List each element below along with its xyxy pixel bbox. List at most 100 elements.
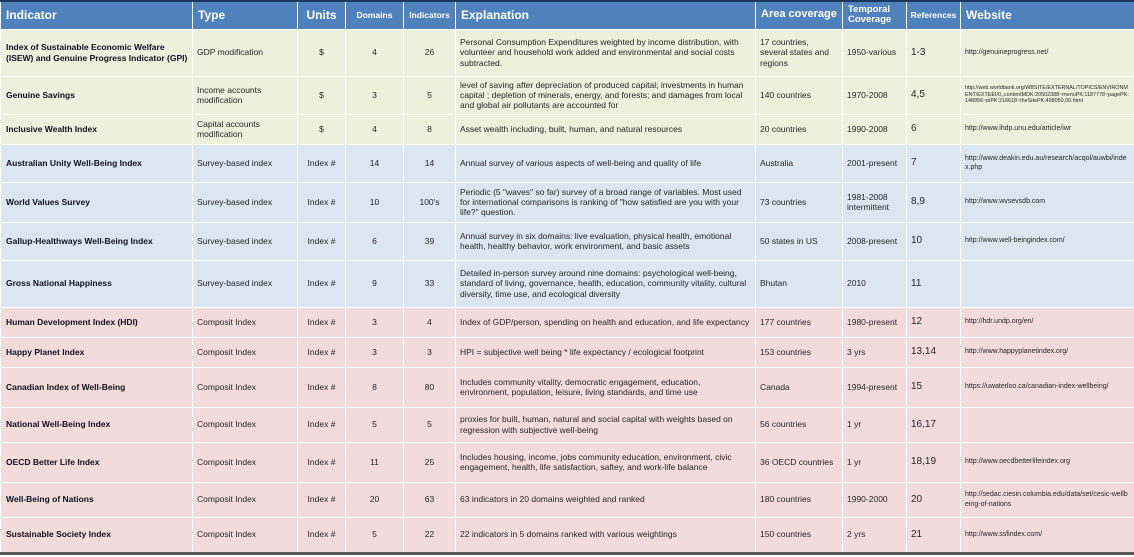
cell-website[interactable]: http://sedac.ciesin.columbia.edu/data/se… <box>960 481 1134 518</box>
table-row: OECD Better Life Index Composit Index Inde… <box>0 441 1134 483</box>
cell-indicators: 100's <box>403 181 456 223</box>
cell-domains: 8 <box>345 366 404 408</box>
cell-temporal: 1981-2008 intermittent <box>842 181 907 223</box>
cell-units: $ <box>297 113 346 145</box>
cell-website[interactable]: http://web.worldbank.org/WBSITE/EXTERNAL… <box>960 75 1134 115</box>
cell-temporal: 3 yrs <box>842 336 907 368</box>
cell-area: 177 countries <box>755 306 843 338</box>
cell-explanation: Annual survey of various aspects of well… <box>455 143 756 183</box>
table-row: Sustainable Society Index Composit Index I… <box>0 516 1134 554</box>
cell-website[interactable]: http://www.wvsevsdb.com <box>960 181 1134 223</box>
cell-area: 50 states in US <box>755 221 843 261</box>
cell-website <box>960 259 1134 308</box>
cell-area: 150 countries <box>755 516 843 554</box>
cell-website[interactable]: http://www.happyplanetindex.org/ <box>960 336 1134 368</box>
cell-indicator: Genuine Savings <box>0 75 193 115</box>
table-row: Gross National Happiness Survey-based ind… <box>0 259 1134 308</box>
cell-units: Index # <box>297 221 346 261</box>
column-header-temporal: Temporal Coverage <box>842 0 907 30</box>
cell-explanation: Includes housing, income, jobs community… <box>455 441 756 483</box>
cell-temporal: 1950-various <box>842 28 907 77</box>
cell-website[interactable]: http://hdr.undp.org/en/ <box>960 306 1134 338</box>
cell-website[interactable]: https://uwaterloo.ca/canadian-index-well… <box>960 366 1134 408</box>
cell-indicators: 39 <box>403 221 456 261</box>
column-header-references: References <box>906 0 961 30</box>
column-header-units: Units <box>297 0 346 30</box>
cell-indicator: Happy Planet Index <box>0 336 193 368</box>
cell-explanation: 22 indicators in 5 domains ranked with v… <box>455 516 756 554</box>
cell-units: $ <box>297 75 346 115</box>
cell-domains: 10 <box>345 181 404 223</box>
cell-type: Composit Index <box>192 516 298 554</box>
cell-domains: 3 <box>345 336 404 368</box>
cell-website[interactable]: http://www.ssfindex.com/ <box>960 516 1134 554</box>
cell-references: 16,17 <box>906 406 961 443</box>
cell-indicators: 80 <box>403 366 456 408</box>
cell-domains: 9 <box>345 259 404 308</box>
cell-website[interactable]: http://www.ihdp.unu.edu/article/iwr <box>960 113 1134 145</box>
cell-website[interactable]: http://www.oecdbetterlifeindex.org <box>960 441 1134 483</box>
cell-website[interactable]: http://www.well-beingindex.com/ <box>960 221 1134 261</box>
cell-domains: 14 <box>345 143 404 183</box>
cell-domains: 5 <box>345 406 404 443</box>
cell-domains: 4 <box>345 113 404 145</box>
cell-temporal: 2 yrs <box>842 516 907 554</box>
cell-indicator: Sustainable Society Index <box>0 516 193 554</box>
cell-references: 15 <box>906 366 961 408</box>
cell-website <box>960 406 1134 443</box>
cell-indicators: 5 <box>403 406 456 443</box>
column-header-indicator: Indicator <box>0 0 193 30</box>
table-row: Happy Planet Index Composit Index Index #3… <box>0 336 1134 368</box>
column-header-website: Website <box>960 0 1134 30</box>
cell-area: 17 countries, several states and regions <box>755 28 843 77</box>
cell-units: Index # <box>297 259 346 308</box>
table-row: Inclusive Wealth Index Capital accounts m… <box>0 113 1134 145</box>
table-row: Human Development Index (HDI) Composit In… <box>0 306 1134 338</box>
cell-indicators: 25 <box>403 441 456 483</box>
cell-temporal: 2001-present <box>842 143 907 183</box>
cell-area: 73 countries <box>755 181 843 223</box>
cell-type: GDP modification <box>192 28 298 77</box>
cell-references: 13,14 <box>906 336 961 368</box>
cell-indicators: 4 <box>403 306 456 338</box>
cell-references: 6 <box>906 113 961 145</box>
cell-indicator: Australian Unity Well-Being Index <box>0 143 193 183</box>
cell-temporal: 1970-2008 <box>842 75 907 115</box>
cell-references: 4,5 <box>906 75 961 115</box>
cell-references: 11 <box>906 259 961 308</box>
column-header-indicators: Indicators <box>403 0 456 30</box>
header-row: Indicator Type Units Domains Indicators Expla… <box>0 0 1134 30</box>
cell-area: 56 countries <box>755 406 843 443</box>
table-row: World Values Survey Survey-based index Ind… <box>0 181 1134 223</box>
cell-type: Composit Index <box>192 366 298 408</box>
cell-domains: 11 <box>345 441 404 483</box>
cell-references: 12 <box>906 306 961 338</box>
cell-area: Bhutan <box>755 259 843 308</box>
cell-references: 10 <box>906 221 961 261</box>
cell-units: $ <box>297 28 346 77</box>
table-row: Well-Being of Nations Composit Index Index… <box>0 481 1134 518</box>
table-row: Canadian Index of Well-Being Composit Ind… <box>0 366 1134 408</box>
cell-units: Index # <box>297 306 346 338</box>
cell-explanation: Annual survey in six domains: live evalu… <box>455 221 756 261</box>
cell-domains: 5 <box>345 516 404 554</box>
cell-indicator: Index of Sustainable Economic Welfare (I… <box>0 28 193 77</box>
cell-explanation: Index of GDP/person, spending on health … <box>455 306 756 338</box>
cell-temporal: 1 yr <box>842 441 907 483</box>
cell-type: Composit Index <box>192 406 298 443</box>
cell-area: 153 countries <box>755 336 843 368</box>
cell-explanation: Personal Consumption Expenditures weight… <box>455 28 756 77</box>
cell-domains: 3 <box>345 75 404 115</box>
cell-type: Survey-based index <box>192 259 298 308</box>
column-header-explanation: Explanation <box>455 0 756 30</box>
cell-area: 140 countries <box>755 75 843 115</box>
cell-explanation: Asset wealth including, built, human, an… <box>455 113 756 145</box>
cell-type: Survey-based index <box>192 181 298 223</box>
cell-indicator: Gallup-Healthways Well-Being Index <box>0 221 193 261</box>
cell-indicator: National Well-Being Index <box>0 406 193 443</box>
cell-domains: 20 <box>345 481 404 518</box>
cell-units: Index # <box>297 516 346 554</box>
cell-website[interactable]: http://genuineprogress.net/ <box>960 28 1134 77</box>
cell-website[interactable]: http://www.deakin.edu.au/research/acqol/… <box>960 143 1134 183</box>
